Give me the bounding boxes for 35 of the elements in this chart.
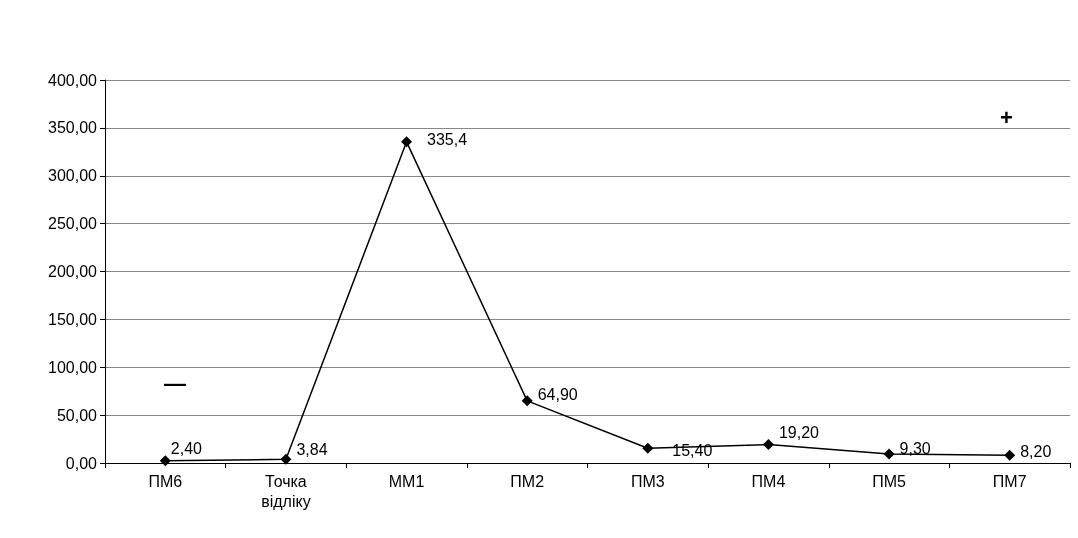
y-tick-label: 150,00 [48, 310, 98, 328]
x-tick-label: ПМ5 [872, 472, 907, 490]
y-tick-label: 50,00 [56, 406, 98, 424]
x-tick-label: Точка відліку [261, 472, 311, 510]
point [401, 136, 413, 148]
y-tick-label: 100,00 [48, 358, 98, 376]
point [159, 455, 171, 467]
x-tick-label: ПМ6 [148, 472, 183, 490]
point [521, 395, 533, 407]
data-label: 3,84 [296, 440, 328, 458]
point [883, 448, 895, 460]
data-label: 64,90 [537, 386, 578, 404]
x-tick-label: ПМ4 [751, 472, 786, 490]
x-tick-label: ПМ2 [510, 472, 545, 490]
data-label: 2,40 [170, 440, 203, 458]
data-label: 8,20 [1020, 442, 1052, 460]
y-tick-label: 0,00 [65, 454, 98, 472]
annotation: + [1000, 104, 1013, 130]
y-tick-label: 200,00 [48, 263, 98, 280]
y-tick-label: 400,00 [48, 71, 98, 89]
point [642, 442, 654, 454]
x-tick-label: ММ1 [388, 472, 425, 490]
y-tick-label: 300,00 [48, 167, 98, 185]
annotation: — [164, 370, 186, 396]
data-label: 15,40 [672, 441, 713, 459]
point [762, 439, 774, 451]
data-label: 335,4 [427, 131, 468, 149]
point [1004, 449, 1016, 461]
data-label: 9,30 [899, 439, 931, 457]
x-tick-label: ПМ7 [992, 472, 1027, 490]
y-tick-label: 350,00 [48, 119, 98, 137]
y-tick-label: 250,00 [48, 215, 98, 233]
point [280, 453, 292, 465]
data-label: 19,20 [778, 424, 820, 442]
x-tick-label: ПМ3 [630, 472, 665, 490]
